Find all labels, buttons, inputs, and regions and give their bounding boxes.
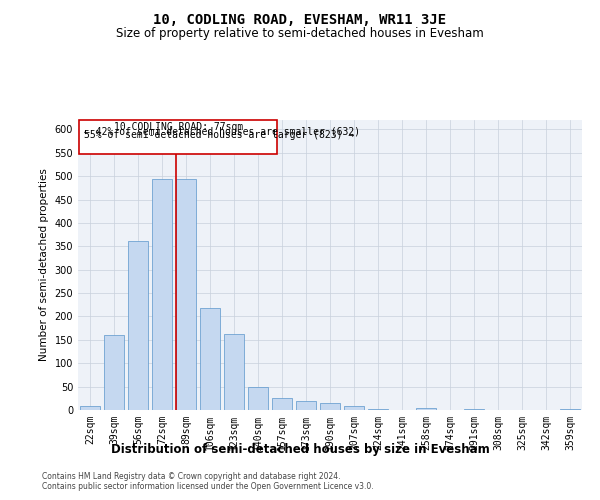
Bar [320,403,340,410]
Bar [104,335,124,410]
Bar [368,409,388,410]
Bar [296,400,316,410]
Bar [152,180,172,410]
Bar [416,408,436,410]
Bar [344,406,364,410]
Text: ← 42% of semi-detached houses are smaller (632): ← 42% of semi-detached houses are smalle… [84,126,360,136]
Bar [80,406,100,410]
Bar [464,408,484,410]
Text: 55% of semi-detached houses are larger (823) →: 55% of semi-detached houses are larger (… [84,130,354,140]
Text: 10, CODLING ROAD, EVESHAM, WR11 3JE: 10, CODLING ROAD, EVESHAM, WR11 3JE [154,12,446,26]
Text: 10 CODLING ROAD: 77sqm: 10 CODLING ROAD: 77sqm [113,122,243,132]
Y-axis label: Number of semi-detached properties: Number of semi-detached properties [39,168,49,362]
Text: Distribution of semi-detached houses by size in Evesham: Distribution of semi-detached houses by … [110,442,490,456]
Bar [560,408,580,410]
Bar [128,240,148,410]
Text: Size of property relative to semi-detached houses in Evesham: Size of property relative to semi-detach… [116,28,484,40]
Text: Contains HM Land Registry data © Crown copyright and database right 2024.: Contains HM Land Registry data © Crown c… [42,472,341,481]
Bar [248,386,268,410]
Text: Contains public sector information licensed under the Open Government Licence v3: Contains public sector information licen… [42,482,374,491]
FancyBboxPatch shape [79,120,277,154]
Bar [176,180,196,410]
Bar [272,398,292,410]
Bar [200,308,220,410]
Bar [224,334,244,410]
